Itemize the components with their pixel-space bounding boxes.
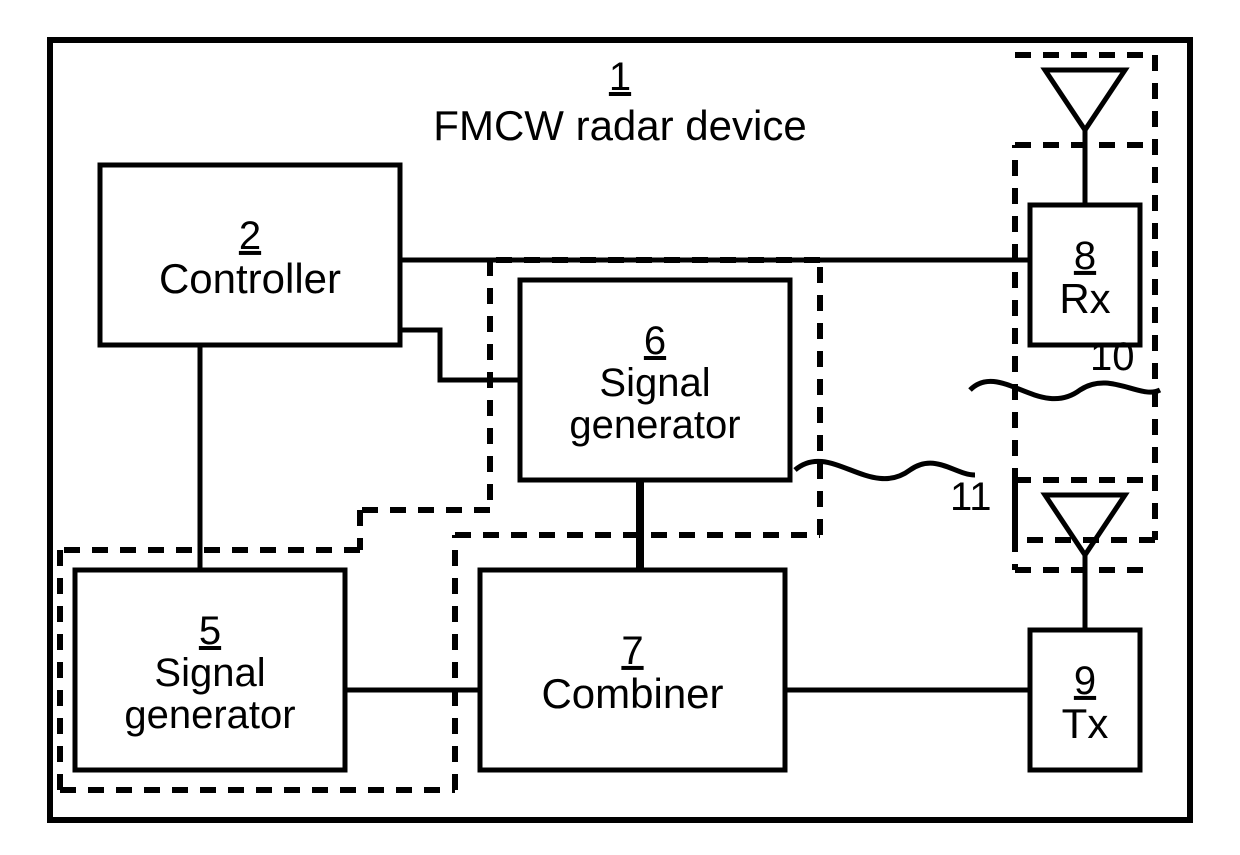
block-sig_gen_6-number: 6	[644, 319, 666, 363]
fmcw-block-diagram: 1FMCW radar device2Controller6Signalgene…	[0, 0, 1240, 855]
block-combiner-number: 7	[621, 629, 643, 673]
leader-s11: 11	[795, 461, 992, 519]
antenna-rx_ant	[1045, 70, 1125, 205]
block-sig_gen_5-number: 5	[199, 609, 221, 653]
title-number: 1	[609, 55, 631, 99]
block-controller-label-0: Controller	[159, 255, 341, 302]
block-tx-number: 9	[1074, 659, 1096, 703]
block-sig_gen_5-label-1: generator	[124, 693, 295, 737]
block-sig_gen_6-label-0: Signal	[599, 361, 710, 405]
block-rx-label-0: Rx	[1059, 275, 1110, 322]
title-text: FMCW radar device	[433, 102, 806, 149]
block-combiner: 7Combiner	[480, 570, 785, 770]
leader-s11-label: 11	[950, 475, 992, 519]
block-sig_gen_6: 6Signalgenerator	[520, 280, 790, 480]
block-sig_gen_5: 5Signalgenerator	[75, 570, 345, 770]
diagram-title: 1FMCW radar device	[433, 55, 806, 149]
wire-controller-to-sg6	[400, 330, 520, 380]
block-sig_gen_5-label-0: Signal	[154, 651, 265, 695]
leader-s10-label: 10	[1090, 335, 1135, 379]
block-rx-number: 8	[1074, 234, 1096, 278]
block-tx: 9Tx	[1030, 630, 1140, 770]
block-tx-label-0: Tx	[1062, 700, 1109, 747]
block-controller: 2Controller	[100, 165, 400, 345]
block-sig_gen_6-label-1: generator	[569, 403, 740, 447]
block-combiner-label-0: Combiner	[541, 670, 723, 717]
block-rx: 8Rx	[1030, 205, 1140, 345]
antenna-tx_ant	[1045, 495, 1125, 630]
block-controller-number: 2	[239, 214, 261, 258]
